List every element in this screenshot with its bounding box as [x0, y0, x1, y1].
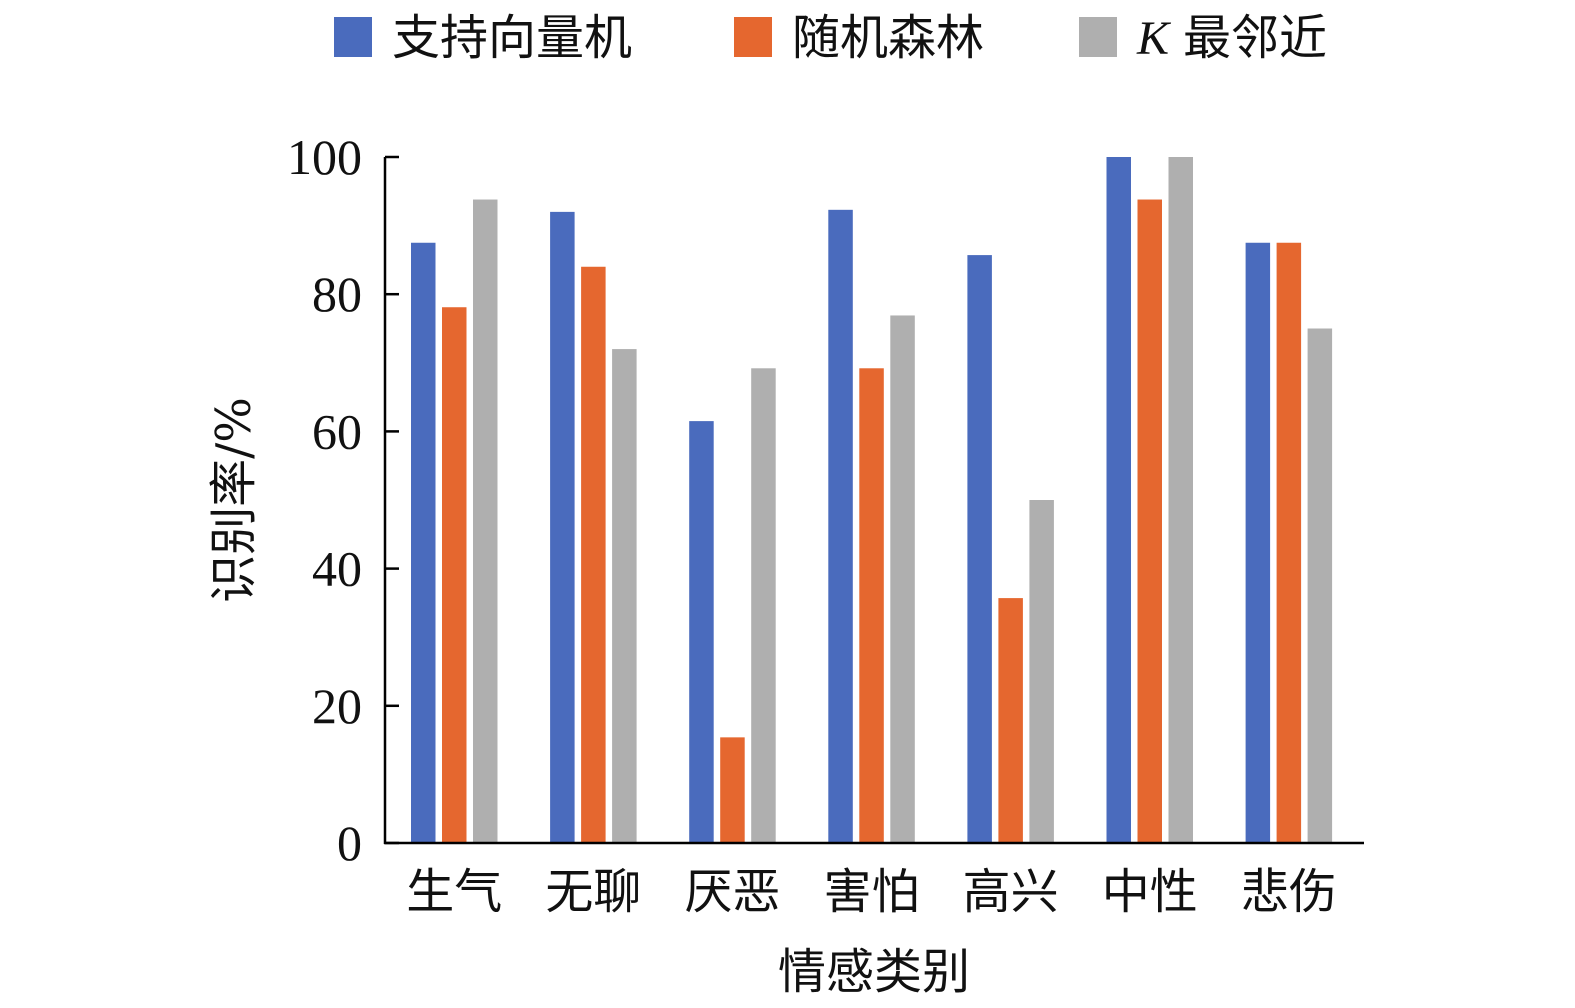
- bar-random-forest-0: [442, 307, 467, 843]
- bar-knn-3: [890, 315, 915, 843]
- x-tick-label-3: 害怕: [824, 864, 920, 920]
- bar-svm-3: [828, 209, 853, 843]
- bar-random-forest-2: [720, 737, 745, 843]
- legend-label-knn: K 最邻近: [1136, 10, 1327, 66]
- bar-random-forest-1: [581, 266, 606, 843]
- y-tick-label-80: 80: [312, 266, 362, 322]
- x-tick-label-0: 生气: [406, 864, 502, 920]
- bar-random-forest-3: [859, 368, 884, 843]
- bar-random-forest-5: [1137, 199, 1162, 844]
- x-tick-label-5: 中性: [1102, 864, 1198, 920]
- x-tick-label-2: 厌恶: [684, 864, 780, 920]
- axes: [383, 157, 1364, 845]
- x-tick-labels: 生气 无聊 厌恶 害怕 高兴 中性 悲伤: [406, 864, 1337, 920]
- legend-swatch-knn: [1079, 17, 1117, 57]
- legend-label-random-forest: 随机森林: [792, 10, 984, 66]
- legend-label-knn-rest: 最邻近: [1183, 10, 1327, 66]
- bar-svm-1: [550, 211, 575, 843]
- y-tick-label-60: 60: [312, 403, 362, 459]
- bar-knn-4: [1029, 500, 1054, 843]
- y-ticks: 0 20 40 60 80 100: [287, 129, 399, 871]
- bar-svm-2: [689, 421, 714, 843]
- x-tick-label-1: 无聊: [545, 864, 641, 920]
- bar-svm-5: [1106, 157, 1131, 843]
- legend-swatch-svm: [334, 17, 372, 57]
- legend-label-svm: 支持向量机: [392, 10, 632, 66]
- x-axis-title: 情感类别: [778, 944, 970, 1000]
- legend-label-knn-k: K: [1136, 12, 1172, 65]
- bar-svm-4: [967, 255, 992, 843]
- bar-knn-0: [473, 199, 498, 844]
- legend: 支持向量机 随机森林 K 最邻近: [334, 10, 1327, 66]
- y-tick-label-100: 100: [287, 129, 362, 185]
- x-tick-label-6: 悲伤: [1241, 864, 1337, 920]
- legend-swatch-random-forest: [734, 17, 772, 57]
- y-axis-title: 识别率/%: [206, 397, 262, 603]
- bar-knn-2: [751, 368, 776, 843]
- bar-knn-6: [1307, 328, 1333, 843]
- y-tick-label-20: 20: [312, 678, 362, 734]
- y-tick-label-0: 0: [337, 815, 362, 871]
- bar-svm-6: [1245, 242, 1271, 843]
- x-tick-label-4: 高兴: [963, 864, 1059, 920]
- bars: [411, 157, 1333, 844]
- bar-svm-0: [411, 242, 436, 843]
- bar-knn-5: [1168, 157, 1193, 843]
- bar-knn-1: [612, 349, 637, 843]
- bar-random-forest-6: [1276, 242, 1302, 843]
- y-tick-label-40: 40: [312, 541, 362, 597]
- bar-random-forest-4: [998, 598, 1023, 843]
